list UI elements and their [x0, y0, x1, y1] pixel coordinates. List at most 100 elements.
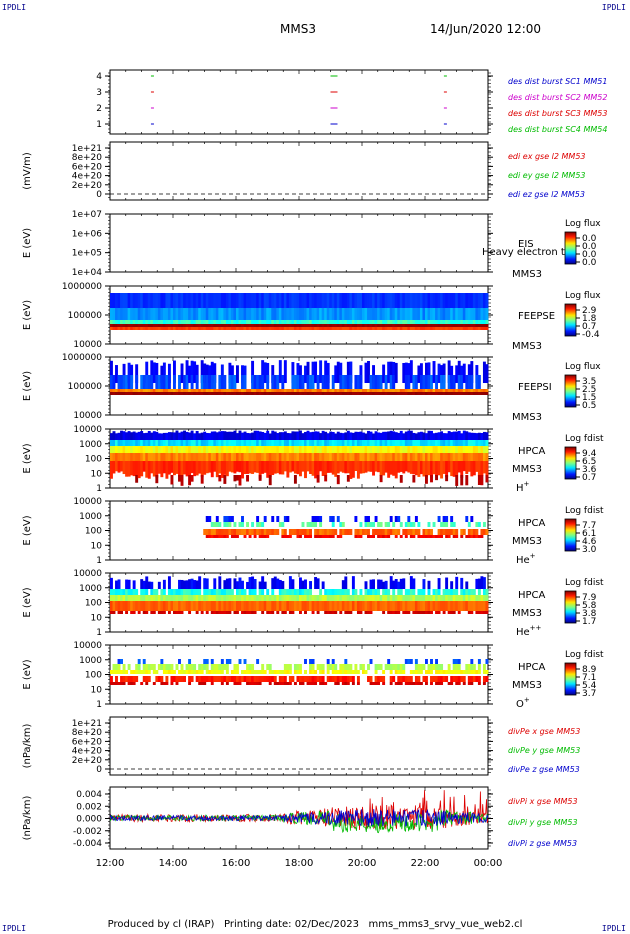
y-tick-label: 10 — [91, 469, 103, 479]
heatmap-cell — [351, 293, 355, 308]
heatmap-cell — [185, 440, 189, 446]
heatmap-cell — [271, 293, 275, 308]
heatmap-cell — [475, 365, 479, 383]
heatmap-cell — [233, 664, 237, 670]
heatmap-cell — [435, 432, 438, 440]
heatmap-cell — [263, 320, 267, 324]
heatmap-cell — [377, 461, 381, 473]
heatmap-cell — [112, 601, 116, 611]
heatmap-cell — [228, 431, 232, 440]
heatmap-cell — [152, 362, 156, 383]
heatmap-cell — [127, 664, 131, 670]
heatmap-cell — [374, 453, 378, 461]
heatmap-cell — [248, 601, 252, 611]
heatmap-cell — [409, 327, 413, 330]
heatmap-cell — [309, 440, 312, 446]
heatmap-cell — [301, 601, 305, 611]
heatmap-cell — [472, 535, 476, 538]
heatmap-cell — [377, 375, 381, 389]
heatmap-cell — [346, 664, 350, 670]
heatmap-cell — [374, 327, 378, 330]
heatmap-cell — [251, 389, 255, 392]
heatmap-cell — [341, 595, 345, 601]
instrument-name: HPCA — [518, 446, 546, 457]
heatmap-cell — [359, 389, 363, 392]
heatmap-cell — [200, 440, 204, 446]
heatmap-cell — [326, 670, 330, 674]
heatmap-cell — [236, 365, 239, 383]
heatmap-cell — [346, 293, 350, 308]
heatmap-cell — [326, 611, 330, 614]
heatmap-cell — [276, 375, 280, 389]
heatmap-cell — [165, 327, 169, 330]
heatmap-cell — [477, 453, 481, 461]
heatmap-cell — [299, 670, 302, 674]
heatmap-cell — [246, 595, 249, 601]
heatmap-cell — [215, 589, 219, 595]
y-tick-label: 1 — [96, 700, 102, 710]
heatmap-cell — [220, 453, 224, 461]
heatmap-cell — [167, 576, 171, 589]
heatmap-cell — [110, 577, 113, 589]
heatmap-cell — [135, 601, 139, 611]
heatmap-cell — [414, 461, 418, 476]
heatmap-cell — [198, 589, 202, 595]
heatmap-cell — [122, 320, 126, 324]
heatmap-cell — [286, 440, 290, 446]
heatmap-cell — [470, 320, 474, 324]
heatmap-cell — [467, 611, 471, 614]
heatmap-cell — [414, 611, 418, 614]
heatmap-cell — [256, 375, 260, 389]
heatmap-cell — [440, 522, 444, 527]
heatmap-cell — [467, 664, 471, 670]
heatmap-cell — [120, 392, 123, 395]
heatmap-cell — [465, 320, 469, 324]
heatmap-cell — [293, 595, 297, 601]
heatmap-cell — [195, 461, 199, 476]
heatmap-cell — [241, 580, 244, 589]
heatmap-cell — [430, 676, 433, 682]
heatmap-cell — [185, 324, 189, 327]
heatmap-cell — [324, 360, 328, 383]
heatmap-cell — [311, 676, 315, 682]
heatmap-cell — [135, 392, 139, 395]
heatmap-cell — [258, 529, 262, 535]
heatmap-cell — [142, 389, 146, 392]
heatmap-cell — [291, 676, 295, 682]
heatmap-cell — [450, 529, 454, 535]
heatmap-cell — [372, 375, 375, 389]
heatmap-cell — [374, 308, 378, 320]
heatmap-cell — [208, 324, 212, 327]
heatmap-cell — [132, 308, 136, 320]
heatmap-cell — [190, 430, 194, 440]
heatmap-cell — [334, 453, 338, 461]
heatmap-cell — [160, 664, 164, 670]
heatmap-cell — [276, 324, 280, 327]
heatmap-cell — [477, 432, 481, 440]
heatmap-cell — [175, 589, 179, 595]
heatmap-cell — [435, 453, 438, 461]
heatmap-cell — [407, 446, 411, 453]
heatmap-cell — [346, 324, 350, 327]
heatmap-cell — [417, 327, 421, 330]
heatmap-cell — [341, 529, 345, 535]
heatmap-cell — [293, 664, 297, 670]
colorbar-title: Log flux — [565, 362, 601, 372]
heatmap-cell — [356, 392, 360, 395]
heatmap-cell — [462, 461, 466, 472]
heatmap-cell — [291, 324, 295, 327]
legend-entry: des dist burst SC2 MM52 — [508, 93, 607, 102]
heatmap-cell — [329, 595, 333, 601]
heatmap-cell — [354, 440, 358, 446]
heatmap-cell — [150, 595, 154, 601]
heatmap-cell — [258, 475, 262, 481]
heatmap-cell — [288, 324, 292, 327]
legend-entry: divPe z gse MM53 — [508, 765, 580, 774]
heatmap-cell — [414, 392, 418, 395]
heatmap-cell — [314, 577, 318, 589]
heatmap-cell — [266, 664, 270, 670]
heatmap-cell — [346, 361, 350, 383]
heatmap-cell — [120, 611, 123, 614]
heatmap-cell — [346, 320, 350, 324]
heatmap-cell — [399, 475, 403, 483]
